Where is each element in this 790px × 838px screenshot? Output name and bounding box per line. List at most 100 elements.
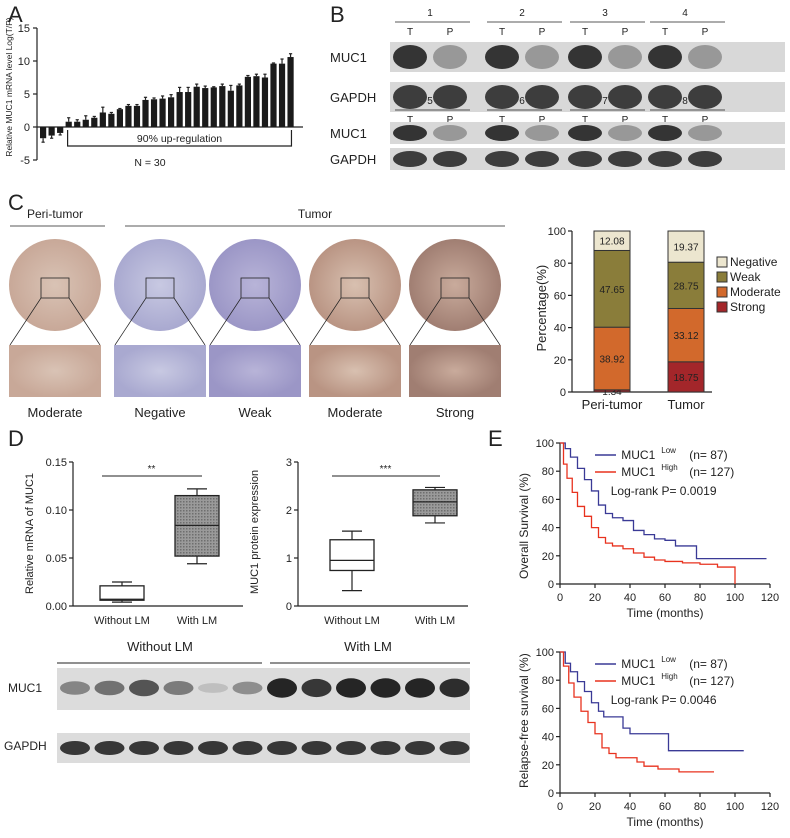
y-tick-label: 0.10: [46, 505, 67, 517]
bar: [227, 90, 234, 127]
zoom-line: [173, 297, 206, 346]
muc1-band: [267, 678, 297, 698]
panel-e-relapse-free-survival: 0 20 40 60 80 100 0 20 40 60 80 100 120 Time (months)…: [517, 647, 779, 829]
bar: [99, 112, 106, 127]
blot-row-label: MUC1: [330, 50, 367, 65]
staining-label: Strong: [436, 405, 474, 420]
x-tick-label: 60: [659, 801, 671, 813]
staining-label: Weak: [239, 405, 272, 420]
y-tick-label: 80: [542, 675, 554, 687]
y-axis-label: Overall Survival (%): [517, 473, 531, 579]
y-tick-label: 60: [554, 290, 566, 302]
legend-label: MUC1: [621, 465, 655, 479]
panel-d-protein-boxplot: 0 1 2 3 MUC1 protein expression Without LM Wit…: [249, 457, 468, 627]
lane-number: 1: [427, 8, 433, 19]
x-category-label: With LM: [177, 615, 217, 627]
blot-band: [648, 85, 682, 109]
bar: [40, 127, 47, 139]
blot-band: [433, 45, 467, 69]
legend-count: (n= 87): [689, 657, 727, 671]
blot-band: [648, 151, 682, 167]
bar: [91, 117, 98, 127]
blot-band: [433, 125, 467, 141]
y-tick-label: 20: [554, 355, 566, 367]
zoom-box: [440, 277, 470, 299]
y-axis-label: Relative MUC1 mRNA level Log(T/P): [4, 17, 14, 157]
peri-lane-label: P: [539, 115, 546, 126]
km-curve-low: [560, 442, 767, 560]
blot-band: [568, 125, 602, 141]
staining-label: Negative: [134, 405, 185, 420]
panel-c-stacked-bar: 0 20 40 60 80 100 Percentage(%) 1.34 38.92 47.65 1…: [534, 226, 781, 412]
tumor-lane-label: T: [407, 27, 413, 38]
y-tick-label: 0: [548, 579, 554, 591]
bar: [142, 99, 149, 127]
tumor-lane-label: T: [662, 115, 668, 126]
blot-band: [525, 85, 559, 109]
panel-d-western-blot: Without LM With LM MUC1 GAPDH: [4, 639, 470, 763]
tumor-lane-label: T: [582, 27, 588, 38]
y-axis-label: Relative mRNA of MUC1: [24, 473, 36, 594]
y-tick-label: 1: [286, 553, 292, 565]
with-lm-label: With LM: [344, 639, 392, 654]
segment-label: 28.75: [673, 281, 698, 292]
gapdh-band: [94, 741, 125, 755]
bar: [202, 88, 209, 127]
km-curve-low: [560, 651, 744, 752]
muc1-band: [60, 681, 90, 695]
muc1-band: [94, 680, 125, 696]
legend-label: Strong: [730, 300, 765, 314]
peri-tumor-group-label: Peri-tumor: [27, 207, 83, 221]
bar: [261, 77, 269, 127]
segment-label: 33.12: [673, 331, 698, 342]
bar: [82, 119, 89, 127]
lane-number: 4: [682, 8, 688, 19]
y-axis-label: MUC1 protein expression: [249, 470, 261, 594]
logrank-pvalue: Log-rank P= 0.0046: [611, 693, 717, 707]
blot-band: [433, 85, 467, 109]
bar: [270, 63, 277, 127]
blot-band: [525, 45, 559, 69]
y-tick-label: 3: [286, 457, 292, 469]
zoomed-tissue-image: [209, 345, 301, 397]
blot-row-label: GAPDH: [4, 739, 47, 753]
blot-row-label: MUC1: [8, 681, 42, 695]
logrank-pvalue: Log-rank P= 0.0019: [611, 484, 717, 498]
y-tick-label: 40: [542, 523, 554, 535]
bar: [244, 76, 251, 127]
legend-swatch: [716, 286, 728, 298]
y-tick-label: 20: [542, 551, 554, 563]
muc1-band: [439, 678, 470, 698]
zoom-line: [268, 297, 301, 346]
muc1-band: [163, 681, 194, 695]
peri-lane-label: P: [702, 115, 709, 126]
y-tick-label: 60: [542, 494, 554, 506]
x-tick-label: 20: [589, 801, 601, 813]
blot-band: [688, 85, 722, 109]
bar: [176, 92, 183, 127]
stacked-segment-moderate: [593, 326, 631, 391]
segment-label: 18.75: [673, 373, 698, 384]
y-tick-label: 10: [18, 56, 30, 68]
lane-number: 5: [427, 96, 433, 107]
bar: [168, 97, 175, 127]
bar: [74, 121, 81, 127]
bar: [253, 76, 260, 127]
stacked-segment-weak: [593, 249, 631, 328]
zoomed-tissue-image: [9, 345, 101, 397]
blot-band: [688, 45, 722, 69]
y-tick-label: 80: [554, 258, 566, 270]
y-tick-label: 0: [286, 601, 292, 613]
zoom-line: [114, 297, 147, 346]
y-tick-label: 60: [542, 703, 554, 715]
x-tick-label: 0: [557, 801, 563, 813]
blot-band: [525, 125, 559, 141]
stacked-segment-moderate: [667, 307, 705, 363]
y-tick-label: 0: [560, 387, 566, 399]
bar: [210, 87, 217, 127]
km-curve-high: [560, 442, 736, 584]
tumor-lane-label: T: [582, 115, 588, 126]
stacked-segment-negative: [667, 230, 705, 263]
gapdh-band: [439, 741, 470, 755]
bar: [125, 105, 132, 127]
